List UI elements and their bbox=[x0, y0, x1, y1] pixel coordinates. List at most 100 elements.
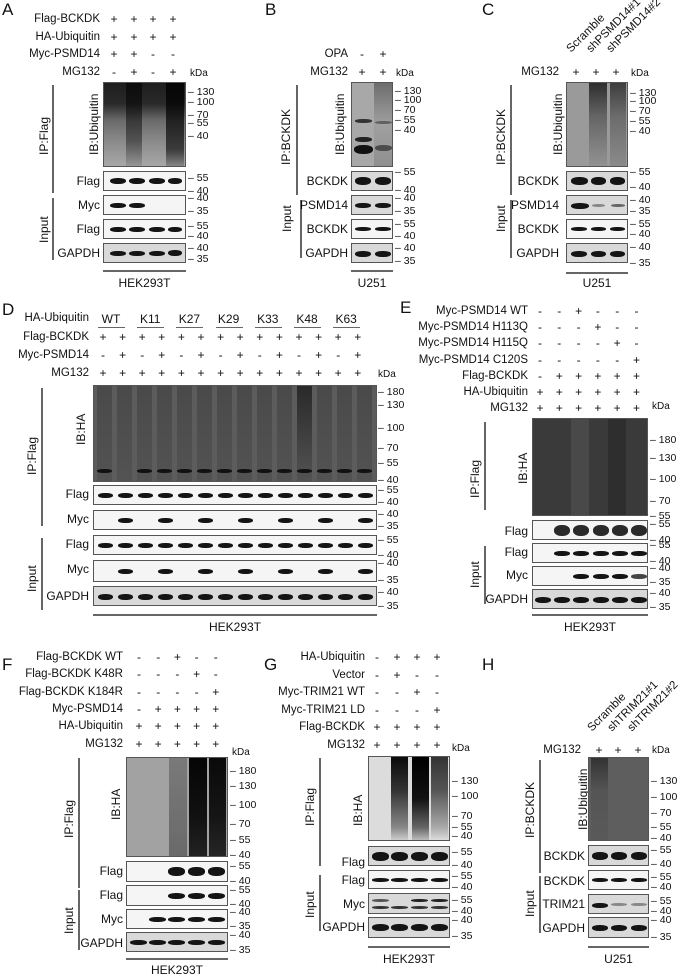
input-label: Input bbox=[303, 891, 317, 918]
sign: + bbox=[413, 737, 421, 752]
condition-label: MG132 bbox=[327, 738, 365, 751]
blot-label: Flag bbox=[76, 174, 100, 188]
band bbox=[593, 525, 609, 536]
sign: + bbox=[354, 330, 362, 344]
flag-ip-blot bbox=[368, 846, 450, 866]
ubiquitin-blot bbox=[351, 82, 393, 167]
trim21-input-blot bbox=[588, 894, 649, 914]
mw-marker: 130 bbox=[230, 781, 257, 792]
ha-blot bbox=[93, 385, 377, 482]
mw-marker: 70 bbox=[630, 106, 651, 117]
mutant-header: WT bbox=[101, 312, 121, 326]
band bbox=[278, 569, 293, 574]
sign: + bbox=[572, 65, 580, 79]
sign: + bbox=[613, 368, 621, 383]
band bbox=[258, 543, 273, 548]
sign: + bbox=[135, 719, 143, 734]
band bbox=[631, 597, 647, 603]
sign: + bbox=[236, 330, 244, 344]
band bbox=[411, 924, 428, 931]
sign: + bbox=[158, 348, 166, 362]
kda-label: kDa bbox=[652, 401, 670, 412]
sign: - bbox=[557, 304, 562, 318]
sign: + bbox=[413, 685, 421, 699]
mw-marker: 55 bbox=[650, 540, 671, 551]
blot-label: BCKDK bbox=[306, 222, 348, 236]
band bbox=[372, 878, 389, 882]
mw-marker: 40 bbox=[651, 915, 672, 926]
band bbox=[158, 543, 173, 548]
ib-label: IB:HA bbox=[351, 794, 365, 826]
band bbox=[411, 899, 428, 902]
panel-letter-f: F bbox=[2, 655, 13, 674]
sign: - bbox=[615, 304, 620, 318]
sign: - bbox=[538, 336, 542, 351]
panel-letter-b: B bbox=[265, 0, 277, 19]
mw-marker: 55 bbox=[230, 835, 251, 846]
sign: + bbox=[575, 401, 583, 416]
mw-marker: 40 bbox=[651, 882, 672, 893]
mw-marker: 55 bbox=[230, 885, 251, 896]
band bbox=[168, 917, 185, 922]
band bbox=[238, 543, 253, 548]
lane-smear bbox=[177, 386, 192, 481]
gapdh-blot bbox=[351, 243, 393, 263]
band bbox=[554, 597, 570, 603]
sign: + bbox=[197, 330, 205, 344]
sign: + bbox=[632, 401, 640, 416]
cell-line-label: HEK293T bbox=[563, 620, 617, 634]
sign: + bbox=[555, 368, 563, 383]
blot-label: BCKDK bbox=[543, 849, 585, 863]
input-label: Input bbox=[494, 205, 508, 232]
sign: - bbox=[634, 336, 639, 351]
mw-marker: 55 bbox=[630, 219, 651, 230]
sign: - bbox=[415, 702, 419, 717]
band bbox=[188, 867, 205, 876]
blot-label: GAPDH bbox=[57, 246, 100, 260]
band bbox=[198, 518, 213, 523]
condition-label: Flag-BCKDK bbox=[462, 369, 528, 382]
lane-smear bbox=[237, 386, 252, 481]
myc-ip-blot bbox=[93, 510, 377, 530]
mw-marker: 55 bbox=[188, 118, 209, 129]
sign: - bbox=[297, 348, 301, 362]
myc-input-blot bbox=[93, 560, 377, 582]
blot-label: GAPDH bbox=[46, 589, 89, 603]
sign: - bbox=[171, 47, 175, 61]
lane-smear bbox=[357, 386, 372, 481]
mw-marker: 40 bbox=[395, 193, 416, 204]
band bbox=[592, 878, 608, 882]
sign: + bbox=[193, 719, 201, 734]
sign: + bbox=[275, 330, 283, 344]
lane-smear bbox=[117, 386, 132, 481]
blot-label: GAPDH bbox=[485, 592, 528, 606]
mw-marker: 100 bbox=[452, 791, 479, 802]
sign: - bbox=[538, 320, 542, 335]
sign: - bbox=[137, 684, 141, 699]
band bbox=[611, 878, 627, 882]
sign: + bbox=[275, 366, 283, 380]
sign: - bbox=[576, 320, 581, 335]
band bbox=[372, 906, 389, 909]
band bbox=[138, 594, 153, 600]
psmd14-input-blot bbox=[566, 195, 628, 215]
condition-label: MG132 bbox=[51, 367, 89, 379]
band bbox=[97, 469, 112, 473]
sign: + bbox=[295, 366, 303, 380]
band bbox=[277, 469, 292, 473]
sign: - bbox=[435, 667, 439, 682]
sign: + bbox=[177, 330, 185, 344]
lane-smear bbox=[217, 386, 232, 481]
blot-label: BCKDK bbox=[543, 874, 585, 888]
sign: + bbox=[536, 401, 544, 416]
sign: - bbox=[360, 47, 364, 61]
band bbox=[208, 867, 225, 876]
sign: + bbox=[275, 348, 283, 362]
mw-marker: 35 bbox=[630, 206, 651, 217]
sign: + bbox=[110, 47, 118, 61]
condition-label: Myc-TRIM21 WT bbox=[278, 686, 365, 698]
band bbox=[611, 903, 627, 906]
ip-label: IP:Flag bbox=[62, 799, 76, 838]
ip-bracket bbox=[78, 758, 80, 888]
band bbox=[358, 569, 373, 574]
